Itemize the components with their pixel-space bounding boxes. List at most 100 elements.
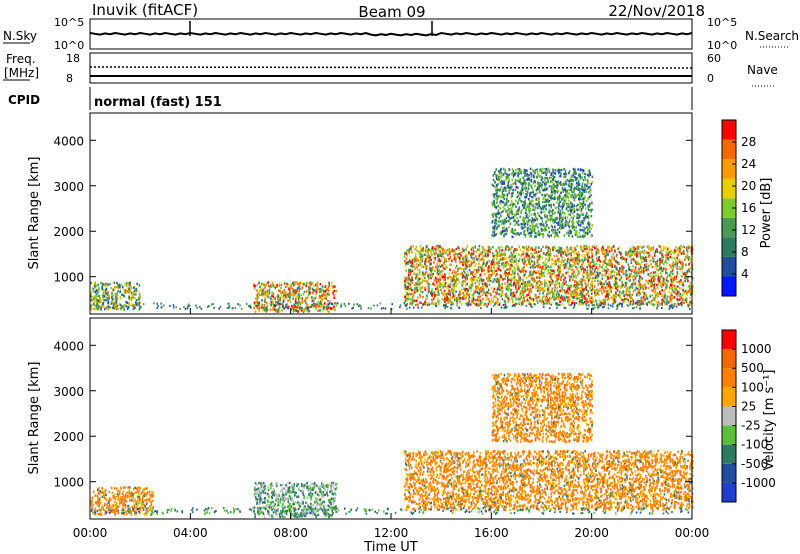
heatmap-cell	[585, 258, 587, 261]
heatmap-cell	[97, 291, 99, 294]
heatmap-cell	[290, 293, 292, 296]
heatmap-cell	[442, 284, 444, 287]
heatmap-cell	[543, 252, 545, 255]
heatmap-cell	[327, 299, 329, 303]
heatmap-cell	[530, 289, 532, 292]
heatmap-cell	[92, 288, 95, 292]
heatmap-cell	[536, 281, 538, 284]
heatmap-cell	[564, 199, 567, 202]
heatmap-cell	[254, 310, 257, 313]
heatmap-cell	[574, 291, 576, 294]
heatmap-cell	[463, 294, 465, 297]
heatmap-cell	[453, 285, 456, 288]
heatmap-cell	[505, 272, 508, 275]
heatmap-cell	[627, 251, 630, 254]
heatmap-cell	[265, 283, 267, 287]
heatmap-cell	[128, 302, 131, 305]
heatmap-cell	[485, 262, 488, 265]
heatmap-cell	[495, 250, 498, 254]
heatmap-cell	[455, 275, 458, 279]
heatmap-cell	[432, 266, 434, 269]
heatmap-cell	[634, 267, 637, 271]
heatmap-cell	[549, 284, 551, 287]
heatmap-cell	[454, 289, 456, 292]
heatmap-cell	[541, 193, 543, 197]
heatmap-cell	[119, 287, 122, 290]
heatmap-cell	[449, 263, 451, 266]
heatmap-cell	[557, 281, 559, 284]
heatmap-cell	[616, 289, 619, 292]
heatmap-cell	[605, 265, 607, 268]
heatmap-cell	[408, 278, 410, 281]
heatmap-cell	[552, 269, 555, 272]
heatmap-cell	[589, 297, 591, 300]
heatmap-cell	[631, 293, 634, 296]
heatmap-cell	[462, 268, 465, 271]
heatmap-cell	[434, 302, 436, 306]
heatmap-cell	[293, 289, 295, 292]
heatmap-cell	[122, 293, 124, 296]
heatmap-cell	[506, 214, 509, 217]
heatmap-cell	[325, 297, 328, 300]
heatmap-cell	[631, 248, 634, 251]
heatmap-cell	[683, 250, 685, 253]
heatmap-cell	[294, 305, 296, 308]
heatmap-cell	[459, 256, 461, 260]
heatmap-cell	[590, 183, 593, 186]
heatmap-cell	[597, 268, 599, 271]
heatmap-cell	[591, 224, 593, 227]
heatmap-cell	[429, 273, 432, 277]
heatmap-cell	[577, 269, 579, 273]
heatmap-cell	[413, 265, 416, 268]
heatmap-cell	[481, 293, 484, 296]
heatmap-cell	[269, 296, 272, 299]
heatmap-cell	[253, 303, 256, 306]
heatmap-cell	[274, 286, 277, 289]
heatmap-cell	[561, 297, 564, 301]
power-heatmap	[90, 167, 694, 314]
heatmap-cell	[502, 278, 504, 281]
heatmap-cell	[456, 283, 458, 286]
heatmap-cell	[566, 179, 568, 183]
heatmap-cell	[404, 296, 406, 299]
heatmap-cell	[468, 303, 471, 306]
heatmap-cell	[574, 258, 577, 262]
heatmap-cell	[582, 297, 585, 300]
heatmap-cell	[561, 286, 563, 289]
heatmap-cell	[644, 298, 646, 301]
heatmap-cell	[472, 258, 474, 261]
heatmap-cell	[616, 261, 618, 264]
heatmap-cell	[590, 282, 593, 285]
heatmap-cell	[477, 266, 480, 269]
heatmap-cell	[520, 253, 523, 257]
heatmap-cell	[636, 274, 638, 278]
heatmap-cell	[581, 279, 584, 282]
heatmap-cell	[552, 203, 555, 207]
heatmap-cell	[464, 279, 467, 282]
heatmap-cell	[406, 262, 409, 266]
heatmap-cell	[525, 169, 527, 172]
heatmap-cell	[545, 281, 548, 285]
heatmap-cell	[476, 298, 479, 302]
heatmap-cell	[563, 282, 566, 285]
heatmap-cell	[688, 289, 690, 293]
heatmap-cell	[572, 220, 574, 223]
heatmap-cell	[641, 257, 644, 261]
heatmap-cell	[318, 305, 320, 308]
heatmap-cell	[124, 283, 126, 286]
heatmap-cell	[553, 291, 555, 295]
heatmap-cell	[562, 290, 564, 293]
heatmap-cell	[525, 270, 527, 273]
heatmap-cell	[521, 286, 524, 289]
heatmap-cell	[620, 276, 623, 279]
heatmap-cell	[312, 284, 315, 288]
heatmap-cell	[490, 266, 492, 270]
heatmap-cell	[567, 196, 570, 199]
heatmap-cell	[559, 196, 561, 199]
heatmap-cell	[515, 213, 518, 216]
heatmap-cell	[541, 233, 543, 236]
heatmap-cell	[573, 229, 576, 232]
heatmap-cell	[608, 273, 610, 276]
nsky-tick-bottom: 10^0	[54, 39, 84, 52]
heatmap-cell	[308, 310, 310, 313]
